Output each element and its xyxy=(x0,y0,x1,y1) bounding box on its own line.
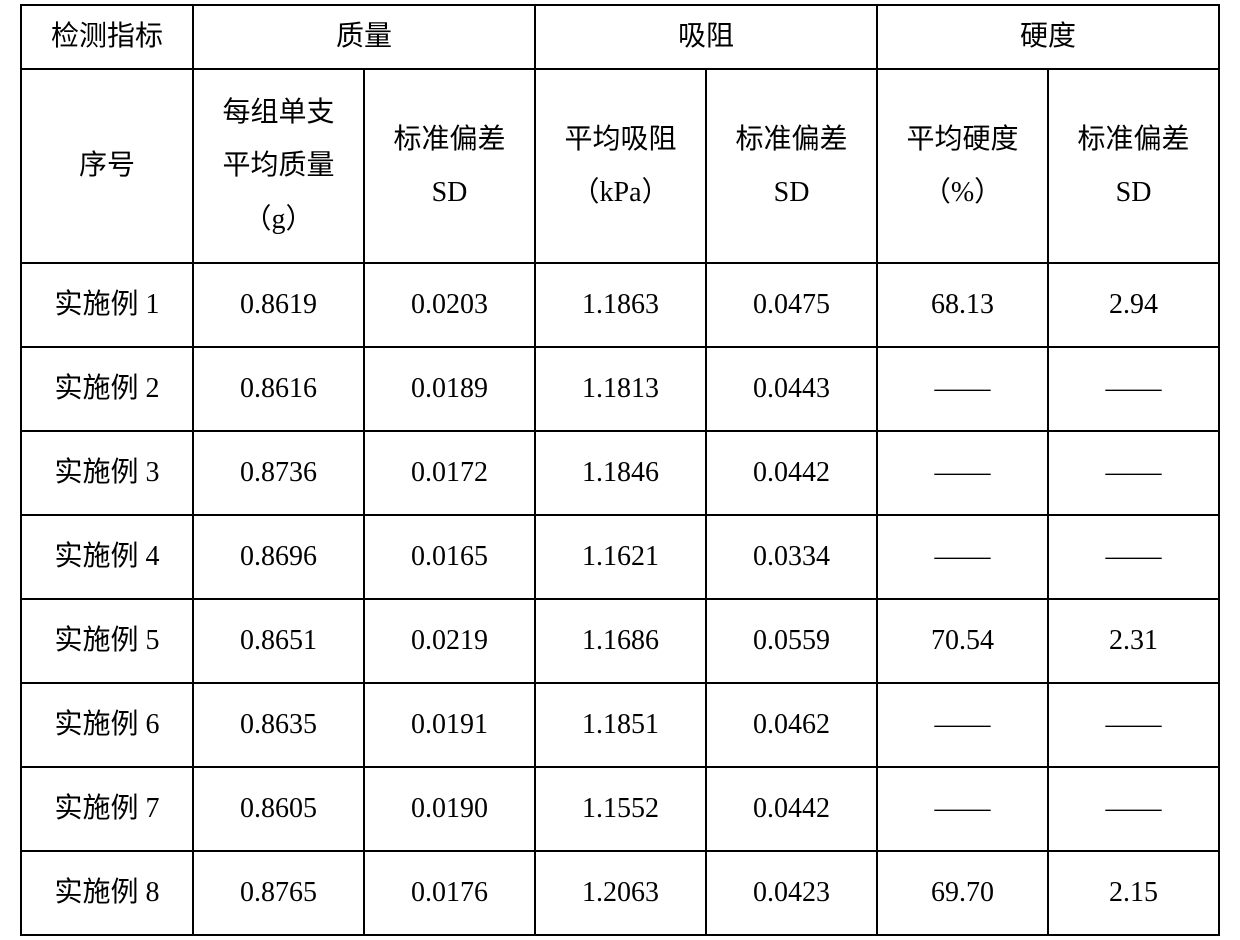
cell-avg-mass: 0.8635 xyxy=(193,683,364,767)
cell-avg-mass: 0.8605 xyxy=(193,767,364,851)
cell-avg-resistance: 1.1851 xyxy=(535,683,706,767)
table-container: 检测指标 质量 吸阻 硬度 序号 每组单支 平均质量 （g） 标准偏差 SD 平… xyxy=(0,0,1240,940)
cell-avg-mass: 0.8696 xyxy=(193,515,364,599)
table-body: 实施例 1 0.8619 0.0203 1.1863 0.0475 68.13 … xyxy=(21,263,1219,935)
cell-mass-sd: 0.0203 xyxy=(364,263,535,347)
header-avg-mass: 每组单支 平均质量 （g） xyxy=(193,69,364,263)
table-row: 实施例 5 0.8651 0.0219 1.1686 0.0559 70.54 … xyxy=(21,599,1219,683)
cell-avg-hardness: —— xyxy=(877,515,1048,599)
cell-avg-hardness: 68.13 xyxy=(877,263,1048,347)
header-hardness-sd-l1: 标准偏差 xyxy=(1049,113,1218,166)
header-mass-sd-l2: SD xyxy=(365,166,534,219)
header-group-mass: 质量 xyxy=(193,5,535,69)
header-avg-mass-l3: （g） xyxy=(194,193,363,246)
header-resistance-sd: 标准偏差 SD xyxy=(706,69,877,263)
cell-hardness-sd: —— xyxy=(1048,431,1219,515)
cell-hardness-sd: —— xyxy=(1048,683,1219,767)
cell-resistance-sd: 0.0443 xyxy=(706,347,877,431)
header-avg-resistance-l2: （kPa） xyxy=(536,166,705,219)
data-table: 检测指标 质量 吸阻 硬度 序号 每组单支 平均质量 （g） 标准偏差 SD 平… xyxy=(20,4,1220,936)
cell-resistance-sd: 0.0442 xyxy=(706,431,877,515)
cell-avg-mass: 0.8736 xyxy=(193,431,364,515)
cell-avg-hardness: 70.54 xyxy=(877,599,1048,683)
table-header-row-groups: 检测指标 质量 吸阻 硬度 xyxy=(21,5,1219,69)
header-group-hardness: 硬度 xyxy=(877,5,1219,69)
cell-hardness-sd: —— xyxy=(1048,347,1219,431)
cell-mass-sd: 0.0165 xyxy=(364,515,535,599)
table-header-row-columns: 序号 每组单支 平均质量 （g） 标准偏差 SD 平均吸阻 （kPa） 标准偏差… xyxy=(21,69,1219,263)
table-row: 实施例 6 0.8635 0.0191 1.1851 0.0462 —— —— xyxy=(21,683,1219,767)
cell-avg-mass: 0.8765 xyxy=(193,851,364,935)
header-avg-hardness-l2: （%） xyxy=(878,166,1047,219)
header-hardness-sd-l2: SD xyxy=(1049,166,1218,219)
cell-hardness-sd: —— xyxy=(1048,767,1219,851)
cell-avg-hardness: —— xyxy=(877,347,1048,431)
cell-serial: 实施例 1 xyxy=(21,263,193,347)
cell-avg-hardness: —— xyxy=(877,683,1048,767)
cell-hardness-sd: 2.31 xyxy=(1048,599,1219,683)
cell-resistance-sd: 0.0475 xyxy=(706,263,877,347)
cell-serial: 实施例 6 xyxy=(21,683,193,767)
cell-serial: 实施例 8 xyxy=(21,851,193,935)
header-avg-resistance-l1: 平均吸阻 xyxy=(536,113,705,166)
header-avg-hardness: 平均硬度 （%） xyxy=(877,69,1048,263)
cell-avg-resistance: 1.1621 xyxy=(535,515,706,599)
cell-serial: 实施例 5 xyxy=(21,599,193,683)
cell-resistance-sd: 0.0442 xyxy=(706,767,877,851)
cell-hardness-sd: 2.15 xyxy=(1048,851,1219,935)
cell-serial: 实施例 2 xyxy=(21,347,193,431)
header-avg-mass-l1: 每组单支 xyxy=(194,86,363,139)
table-row: 实施例 3 0.8736 0.0172 1.1846 0.0442 —— —— xyxy=(21,431,1219,515)
cell-serial: 实施例 7 xyxy=(21,767,193,851)
header-mass-sd-l1: 标准偏差 xyxy=(365,113,534,166)
table-row: 实施例 4 0.8696 0.0165 1.1621 0.0334 —— —— xyxy=(21,515,1219,599)
cell-resistance-sd: 0.0334 xyxy=(706,515,877,599)
cell-avg-mass: 0.8619 xyxy=(193,263,364,347)
cell-serial: 实施例 3 xyxy=(21,431,193,515)
cell-avg-resistance: 1.1863 xyxy=(535,263,706,347)
cell-avg-hardness: —— xyxy=(877,767,1048,851)
header-avg-mass-l2: 平均质量 xyxy=(194,139,363,192)
cell-avg-resistance: 1.1846 xyxy=(535,431,706,515)
cell-mass-sd: 0.0190 xyxy=(364,767,535,851)
table-row: 实施例 8 0.8765 0.0176 1.2063 0.0423 69.70 … xyxy=(21,851,1219,935)
cell-mass-sd: 0.0189 xyxy=(364,347,535,431)
header-avg-resistance: 平均吸阻 （kPa） xyxy=(535,69,706,263)
cell-hardness-sd: 2.94 xyxy=(1048,263,1219,347)
cell-avg-mass: 0.8616 xyxy=(193,347,364,431)
cell-mass-sd: 0.0191 xyxy=(364,683,535,767)
cell-avg-resistance: 1.1552 xyxy=(535,767,706,851)
cell-mass-sd: 0.0172 xyxy=(364,431,535,515)
header-hardness-sd: 标准偏差 SD xyxy=(1048,69,1219,263)
cell-mass-sd: 0.0219 xyxy=(364,599,535,683)
header-group-resistance: 吸阻 xyxy=(535,5,877,69)
cell-resistance-sd: 0.0559 xyxy=(706,599,877,683)
table-row: 实施例 7 0.8605 0.0190 1.1552 0.0442 —— —— xyxy=(21,767,1219,851)
cell-mass-sd: 0.0176 xyxy=(364,851,535,935)
cell-resistance-sd: 0.0423 xyxy=(706,851,877,935)
cell-avg-mass: 0.8651 xyxy=(193,599,364,683)
header-resistance-sd-l1: 标准偏差 xyxy=(707,113,876,166)
header-resistance-sd-l2: SD xyxy=(707,166,876,219)
cell-avg-hardness: 69.70 xyxy=(877,851,1048,935)
header-indicator: 检测指标 xyxy=(21,5,193,69)
header-avg-hardness-l1: 平均硬度 xyxy=(878,113,1047,166)
cell-hardness-sd: —— xyxy=(1048,515,1219,599)
header-mass-sd: 标准偏差 SD xyxy=(364,69,535,263)
cell-avg-resistance: 1.1813 xyxy=(535,347,706,431)
cell-serial: 实施例 4 xyxy=(21,515,193,599)
cell-resistance-sd: 0.0462 xyxy=(706,683,877,767)
cell-avg-resistance: 1.2063 xyxy=(535,851,706,935)
cell-avg-hardness: —— xyxy=(877,431,1048,515)
header-serial: 序号 xyxy=(21,69,193,263)
table-row: 实施例 1 0.8619 0.0203 1.1863 0.0475 68.13 … xyxy=(21,263,1219,347)
table-row: 实施例 2 0.8616 0.0189 1.1813 0.0443 —— —— xyxy=(21,347,1219,431)
cell-avg-resistance: 1.1686 xyxy=(535,599,706,683)
